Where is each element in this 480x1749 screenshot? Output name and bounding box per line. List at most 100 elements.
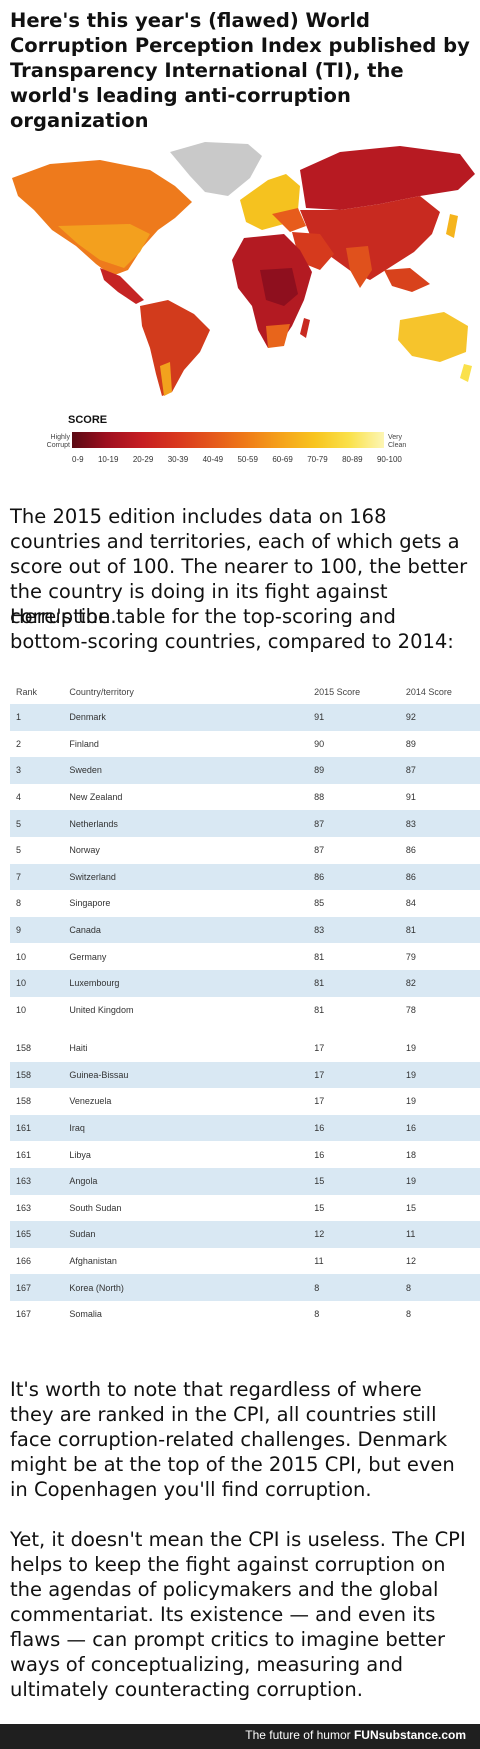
legend-gradient-bar [72,432,384,448]
paragraph-challenges: It's worth to note that regardless of wh… [10,1378,455,1501]
top-scoring-table: Rank Country/territory 2015 Score 2014 S… [10,680,480,1023]
score-2014-cell: 89 [405,738,416,749]
asia [300,196,440,280]
rank-cell: 158 [10,1061,70,1089]
score-2014-cell: 86 [405,845,416,856]
header-rank: Rank [16,687,38,697]
intro-title: Here's this year's (flawed) World Corrup… [10,9,470,132]
country-cell: Sweden [69,757,315,784]
score-2015-cell: 17 [314,1043,325,1054]
japan [446,214,458,238]
russia [300,146,475,210]
header-score-2014: 2014 Score [405,687,452,697]
score-2015-cell: 88 [314,792,325,803]
rank-cell: 161 [16,1149,32,1160]
rank-cell: 158 [16,1043,32,1054]
country-cell: Afghanistan [69,1256,117,1267]
country-cell: Canada [69,916,315,944]
score-2015-cell: 86 [314,863,406,891]
rank-cell: 165 [10,1221,70,1248]
legend-title: SCORE [68,414,108,426]
rank-cell: 158 [16,1096,32,1107]
country-cell: Iraq [69,1114,315,1142]
legend-tick: 80-89 [342,455,363,464]
table-row: 158 Venezuela 17 19 [10,1088,480,1115]
footer-brand[interactable]: FUNsubstance.com [353,1728,466,1742]
greenland [170,142,262,196]
table-row: 166 Afghanistan 11 12 [10,1248,480,1275]
central-america [100,268,144,304]
score-2014-cell: 19 [405,1096,416,1107]
score-2014-cell: 83 [405,810,480,837]
table-row: 163 Angola 15 19 [10,1167,480,1195]
bottom-scoring-table: 158 Haiti 17 19 158 Guinea-Bissau 17 19 158 Venez… [10,1035,480,1328]
legend-high-label: Very Clean [388,434,407,449]
score-2015-cell: 90 [314,738,325,749]
score-2014-cell: 19 [405,1167,480,1195]
table-row: 167 Korea (North) 8 8 [10,1274,480,1301]
paragraph-usefulness: Yet, it doesn't mean the CPI is useless.… [10,1528,466,1701]
score-2015-cell: 12 [314,1221,406,1248]
madagascar [300,318,310,338]
rank-cell: 163 [16,1202,32,1213]
country-cell: Sudan [69,1221,315,1248]
table-row: 158 Guinea-Bissau 17 19 [10,1061,480,1089]
score-2015-cell: 16 [314,1114,406,1142]
score-2015-cell: 15 [314,1202,325,1213]
header-country: Country/territory [69,687,134,697]
score-2014-cell: 8 [405,1274,480,1301]
legend-tick: 30-39 [167,455,189,464]
score-2014-cell: 82 [405,969,480,997]
score-2015-cell: 8 [314,1274,406,1301]
score-2014-cell: 19 [405,1061,480,1089]
score-2014-cell: 8 [405,1309,411,1320]
score-2015-cell: 8 [314,1309,320,1320]
table-row: 161 Iraq 16 16 [10,1114,480,1142]
table-row: 4 New Zealand 88 91 [10,784,480,811]
rank-cell: 1 [10,704,70,731]
score-2015-cell: 17 [314,1061,406,1089]
country-cell: United Kingdom [69,1004,134,1015]
legend-tick: 20-29 [132,455,154,464]
legend-low-label: Highly Corrupt [46,434,70,449]
rank-cell: 166 [16,1256,32,1267]
country-cell: Singapore [69,898,111,909]
rank-cell: 10 [10,969,70,997]
score-2014-cell: 19 [405,1043,416,1054]
score-2014-cell: 18 [405,1149,416,1160]
table-row: 3 Sweden 89 87 [10,757,480,784]
footer-tagline: The future of humor [245,1728,351,1742]
table-row: 10 Germany 81 79 [10,943,480,970]
rank-cell: 10 [16,951,27,962]
score-2015-cell: 15 [314,1167,406,1195]
legend-tick: 50-59 [237,455,258,464]
score-2014-cell: 12 [405,1256,416,1267]
table-row: 9 Canada 83 81 [10,916,480,944]
table-row: 1 Denmark 91 92 [10,704,480,731]
table-header-row: Rank Country/territory 2015 Score 2014 S… [10,680,480,704]
country-cell: New Zealand [69,792,123,803]
table-row: 161 Libya 16 18 [10,1141,480,1168]
table-row: 10 Luxembourg 81 82 [10,969,480,997]
south-america [140,300,210,396]
score-2015-cell: 16 [314,1149,325,1160]
legend-tick: 90-100 [376,455,402,464]
country-cell: Luxembourg [69,969,315,997]
score-2015-cell: 11 [314,1256,324,1267]
score-2015-cell: 85 [314,898,325,909]
score-2014-cell: 91 [405,792,416,803]
score-2015-cell: 89 [314,757,406,784]
country-cell: Denmark [69,704,315,731]
score-2014-cell: 81 [405,916,480,944]
legend-ticks: 0-9 10-19 20-29 30-39 40-49 50-59 60-69 … [72,455,402,464]
score-2014-cell: 11 [405,1221,480,1248]
score-legend: SCORE Highly Corrupt Very Clean 0-9 10-1… [36,410,456,476]
score-2015-cell: 81 [314,1004,325,1015]
table-row: 167 Somalia 8 8 [10,1301,480,1328]
score-2015-cell: 87 [314,845,325,856]
score-2014-cell: 79 [405,951,416,962]
country-cell: Korea (North) [69,1274,315,1301]
country-cell: Venezuela [69,1096,112,1107]
country-cell: Angola [69,1167,315,1195]
score-2015-cell: 81 [314,969,406,997]
